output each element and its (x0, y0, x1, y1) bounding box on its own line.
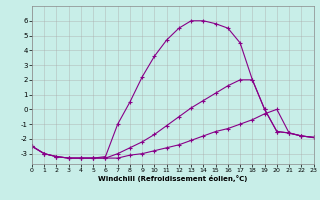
X-axis label: Windchill (Refroidissement éolien,°C): Windchill (Refroidissement éolien,°C) (98, 175, 247, 182)
